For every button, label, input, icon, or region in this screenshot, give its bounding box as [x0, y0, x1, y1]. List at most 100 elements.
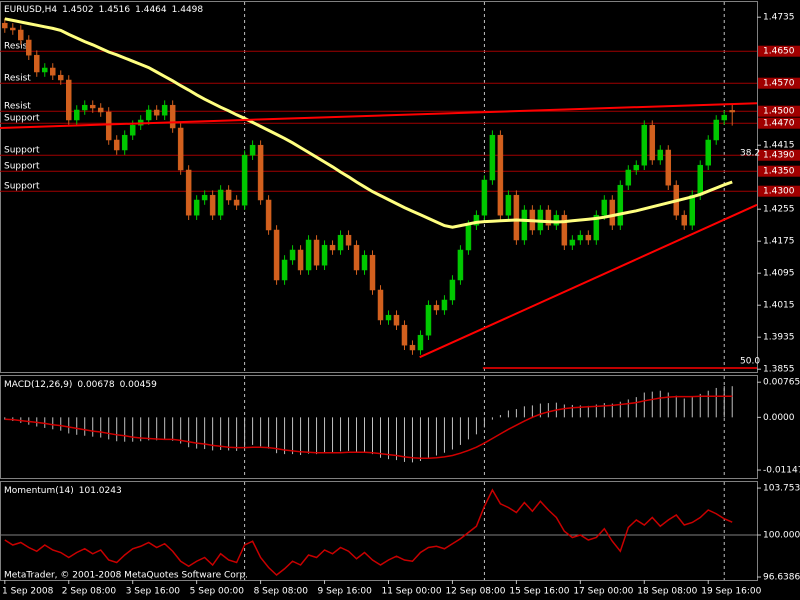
momentum-line: [4, 488, 733, 576]
candle-body: [657, 149, 664, 161]
panel-title: MACD(12,26,9) 0.00678 0.00459: [4, 380, 157, 390]
candle-body: [393, 314, 400, 326]
title-value: 1.4464: [135, 5, 167, 15]
candle-body: [577, 234, 584, 241]
level-label-box: [758, 117, 800, 129]
title-text: MACD(12,26,9): [4, 380, 72, 390]
y-tick-label: 1.3855: [763, 365, 795, 375]
candle-body: [209, 194, 216, 216]
candle-body: [249, 144, 256, 156]
candle-body: [225, 189, 232, 201]
candle-body: [129, 124, 136, 136]
candle-body: [73, 109, 80, 121]
candle-body: [193, 199, 200, 216]
y-tick-label: 1.4735: [763, 13, 795, 23]
candle-body: [489, 134, 496, 181]
candle-body: [433, 304, 440, 311]
level-label: 1.4650: [763, 47, 795, 57]
candle-body: [153, 109, 160, 116]
candle-body: [353, 244, 360, 271]
candle-body: [217, 189, 224, 216]
candle-body: [89, 104, 96, 109]
candle-body: [449, 279, 456, 301]
candle-body: [505, 194, 512, 216]
level-text: Resist: [4, 74, 31, 84]
candle-body: [345, 234, 352, 246]
candle-body: [337, 234, 344, 251]
x-tick-label: 17 Sep 00:00: [573, 587, 633, 597]
level-label-box: [758, 77, 800, 89]
main-panel-frame: [0, 1, 758, 373]
x-tick-label: 9 Sep 16:00: [318, 587, 373, 597]
candle-body: [665, 149, 672, 186]
candle-body: [289, 249, 296, 261]
macd-panel-frame: [0, 375, 758, 479]
y-tick-label: 103.7537: [763, 484, 800, 494]
candle-body: [169, 104, 176, 129]
candle-body: [42, 67, 48, 73]
y-tick-label: 1.4175: [763, 237, 795, 247]
candle-body: [81, 104, 88, 111]
candle-body: [521, 209, 528, 241]
candle-body: [50, 67, 56, 76]
level-text: Support: [4, 114, 40, 124]
candle-body: [329, 244, 336, 251]
level-label-box: [758, 149, 800, 161]
title-value: 0.00459: [120, 380, 157, 390]
y-tick-label: 1.4015: [763, 301, 795, 311]
candle-body: [481, 179, 488, 216]
candle-body: [569, 239, 576, 246]
candle-body: [409, 344, 416, 351]
macd-signal: [4, 395, 733, 459]
level-label: 1.4470: [763, 119, 795, 129]
candle-body: [161, 104, 168, 116]
trendline: [0, 102, 758, 129]
candle-body: [18, 29, 24, 41]
level-label-box: [758, 185, 800, 197]
candle-body: [705, 139, 711, 166]
candle-body: [377, 289, 384, 321]
panel-title: Momentum(14) 101.0243: [4, 486, 122, 496]
candle-body: [625, 169, 632, 186]
level-text: Resist: [4, 42, 31, 52]
candle-body: [321, 244, 328, 266]
candle-body: [609, 199, 616, 226]
momentum-panel-frame: [0, 481, 758, 581]
candle-body: [713, 119, 719, 141]
candle-body: [649, 124, 656, 161]
candle-body: [297, 249, 304, 271]
x-tick-label: 8 Sep 08:00: [254, 587, 309, 597]
trendline: [419, 203, 758, 359]
candle-body: [2, 22, 8, 29]
candle-body: [10, 27, 16, 31]
title-value: 1.4516: [99, 5, 131, 15]
candle-body: [65, 79, 72, 121]
copyright: MetaTrader, © 2001-2008 MetaQuotes Softw…: [4, 571, 248, 581]
candle-body: [633, 164, 640, 171]
x-tick-label: 2 Sep 08:00: [62, 587, 117, 597]
candle-body: [201, 194, 208, 201]
candle-body: [233, 199, 240, 206]
y-tick-label: 1.4095: [763, 269, 795, 279]
candle-body: [241, 154, 248, 206]
title-text: Momentum(14): [4, 486, 74, 496]
level-text: Support: [4, 162, 40, 172]
y-tick-label: 1.3935: [763, 333, 795, 343]
level-text: Support: [4, 146, 40, 156]
y-tick-label: 1.4255: [763, 205, 795, 215]
x-tick-label: 18 Sep 08:00: [637, 587, 697, 597]
candle-body: [689, 194, 696, 226]
candle-body: [26, 39, 32, 56]
candle-body: [497, 134, 504, 216]
title-text: EURUSD,H4: [4, 5, 57, 15]
level-text: Support: [4, 182, 40, 192]
x-tick-label: 5 Sep 00:00: [190, 587, 245, 597]
level-label-box: [758, 105, 800, 117]
candle-body: [361, 254, 368, 271]
candle-body: [465, 224, 472, 251]
candle-body: [457, 249, 464, 281]
candle-body: [177, 127, 184, 171]
x-tick-label: 1 Sep 2008: [2, 587, 54, 597]
candle-body: [97, 107, 104, 113]
